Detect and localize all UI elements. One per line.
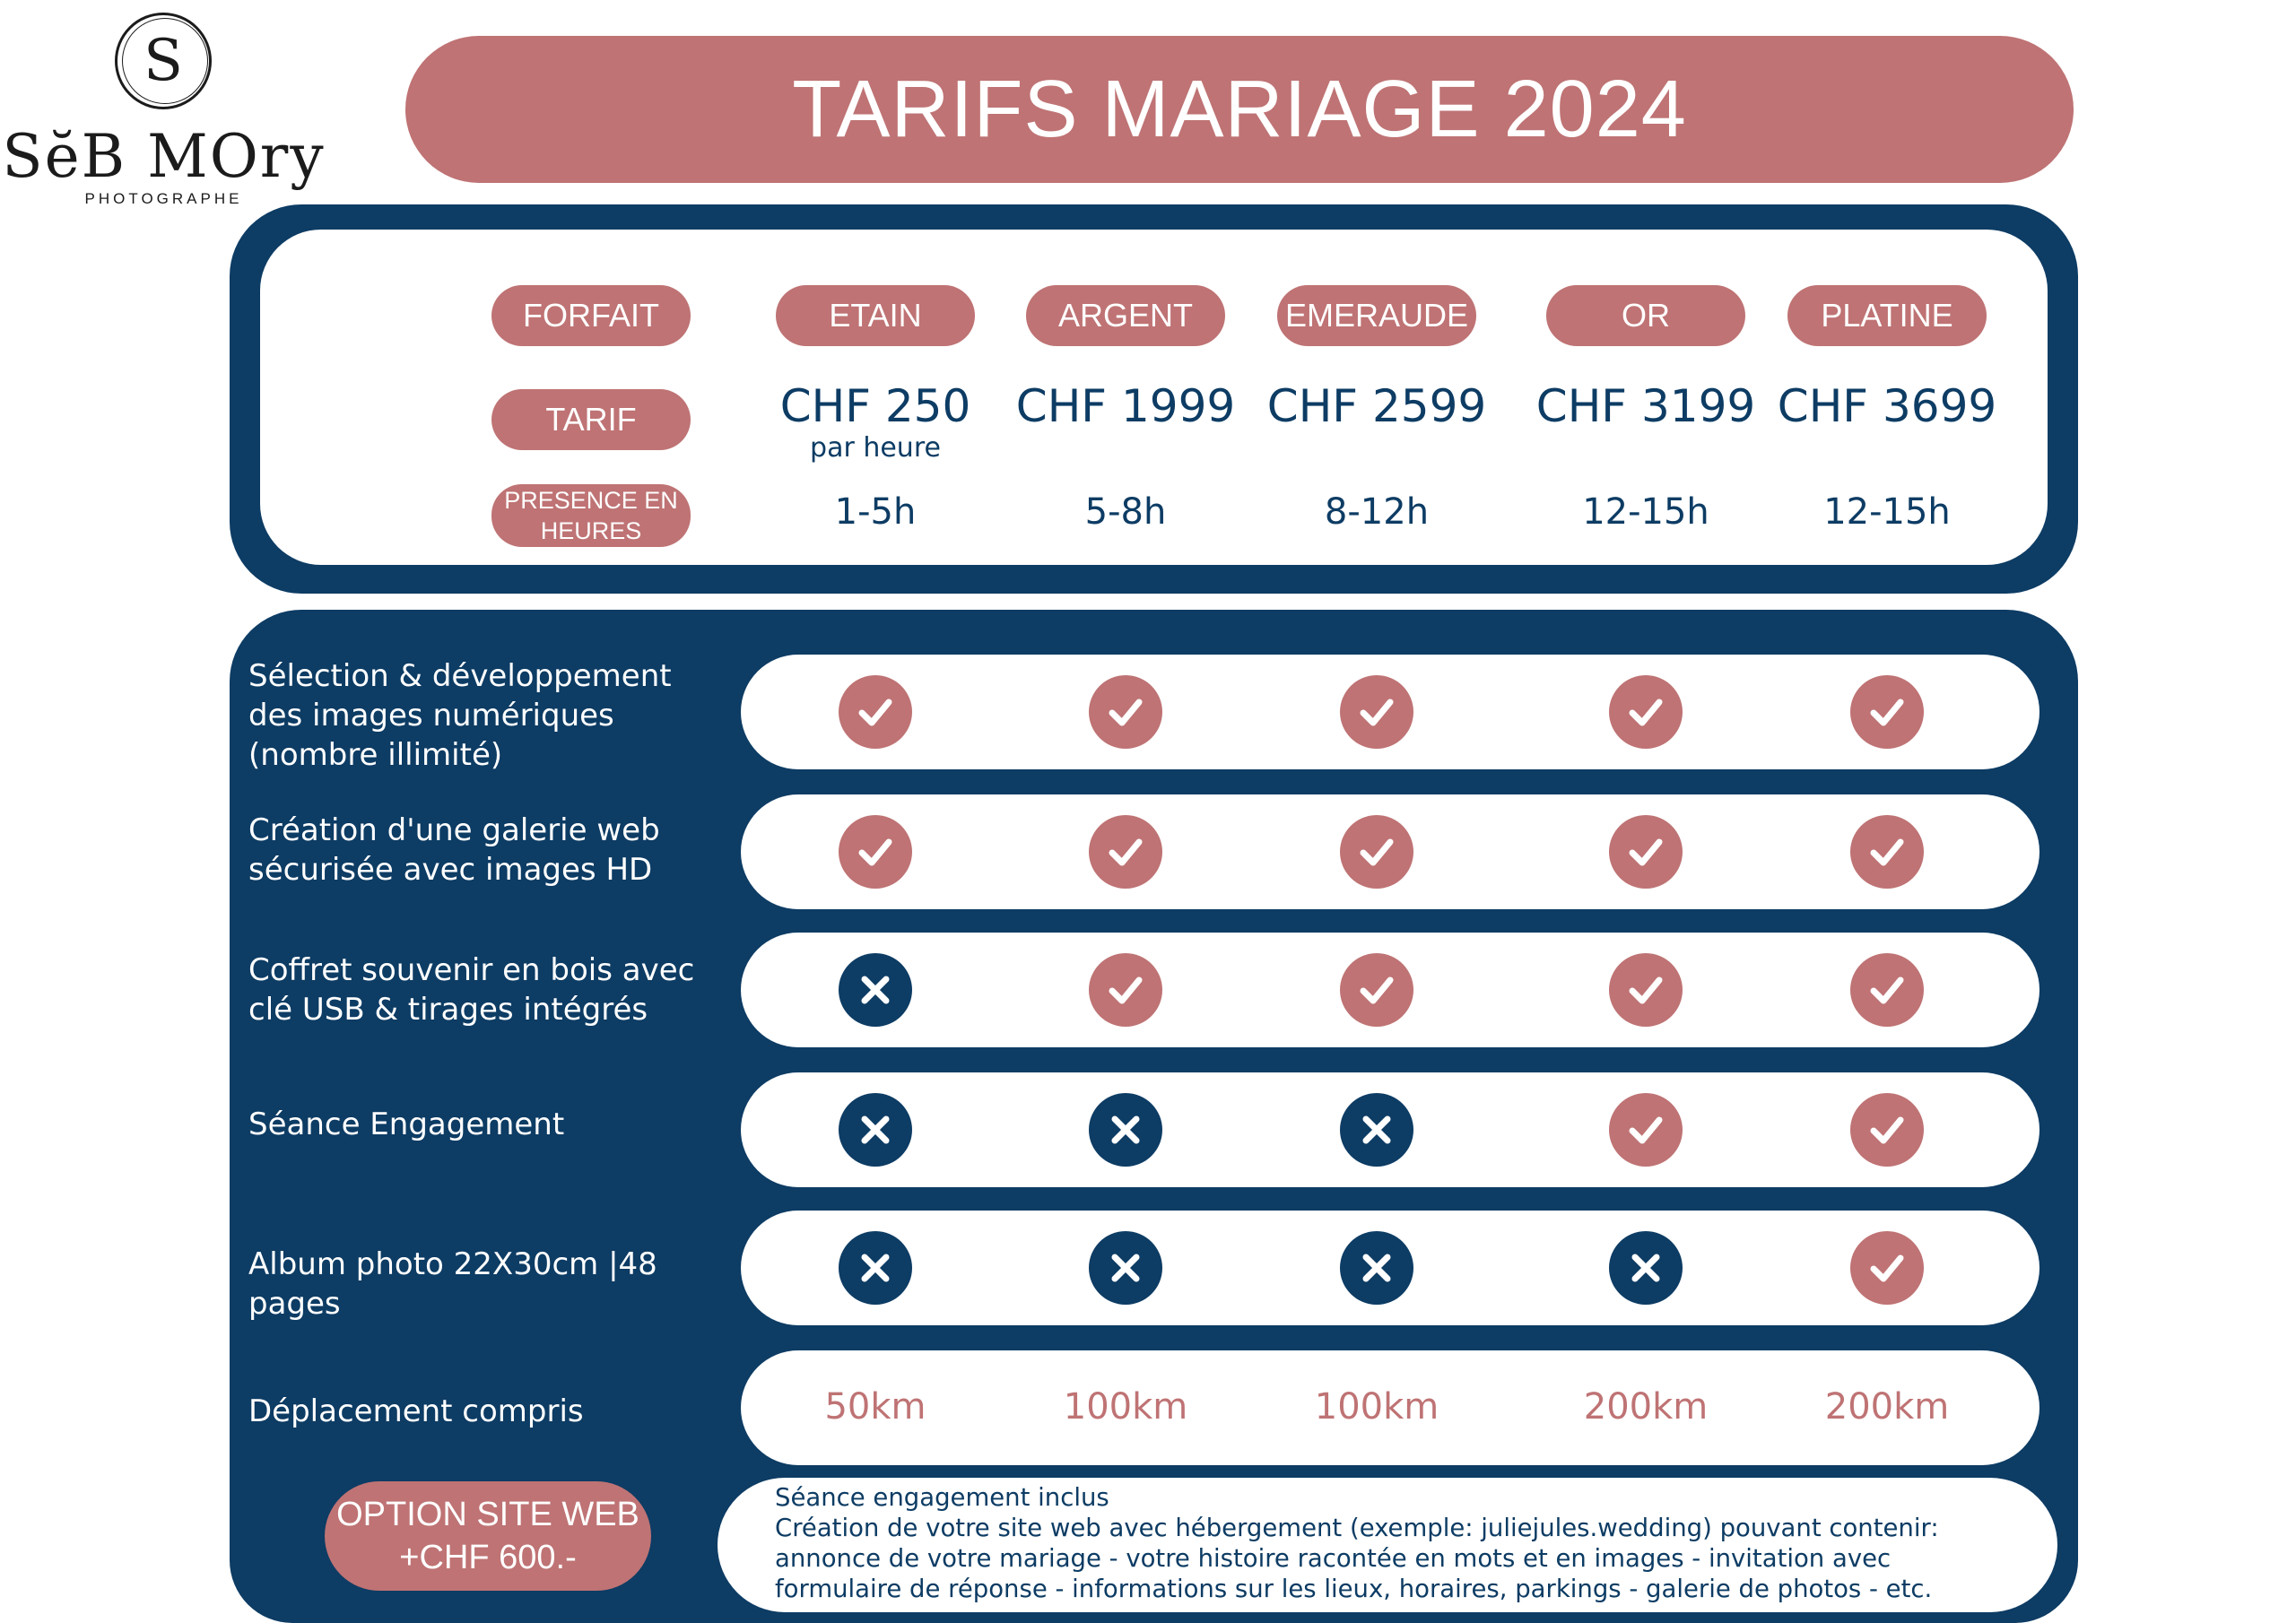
cross-icon: [1089, 1093, 1162, 1167]
check-icon: [839, 815, 912, 889]
check-icon: [1850, 675, 1924, 749]
check-icon: [1609, 953, 1683, 1027]
cross-icon: [1340, 1231, 1413, 1305]
feature-label: Album photo 22X30cm |48 pages: [248, 1246, 657, 1322]
travel-distance: 200km: [1824, 1386, 1950, 1428]
check-icon: [1850, 815, 1924, 889]
cross-icon: [839, 1093, 912, 1167]
check-icon: [1340, 953, 1413, 1027]
check-icon: [1850, 1231, 1924, 1305]
package-hours: 12-15h: [1582, 491, 1709, 533]
option-description-body: Création de votre site web avec hébergem…: [775, 1514, 1939, 1603]
logo-ring-icon: [115, 13, 212, 109]
package-price: CHF 3699: [1777, 380, 1997, 432]
option-site-web-badge: OPTION SITE WEB +CHF 600.-: [325, 1481, 651, 1591]
check-icon: [1609, 1093, 1683, 1167]
travel-distance: 100km: [1314, 1386, 1439, 1428]
package-hours: 1-5h: [834, 491, 917, 533]
cross-icon: [1609, 1231, 1683, 1305]
check-icon: [1609, 815, 1683, 889]
travel-row: [741, 1350, 2039, 1465]
cross-icon: [1089, 1231, 1162, 1305]
option-description-heading: Séance engagement inclus: [775, 1483, 1109, 1512]
feature-label: Coffret souvenir en bois avec clé USB & …: [248, 952, 695, 1028]
page-title: TARIFS MARIAGE 2024: [792, 64, 1687, 154]
cross-icon: [1340, 1093, 1413, 1167]
check-icon: [1089, 953, 1162, 1027]
check-icon: [839, 675, 912, 749]
check-icon: [1340, 675, 1413, 749]
title-banner: TARIFS MARIAGE 2024: [405, 36, 2074, 183]
package-hours: 12-15h: [1823, 491, 1951, 533]
check-icon: [1850, 1093, 1924, 1167]
package-hours: 8-12h: [1324, 491, 1430, 533]
package-price: CHF 1999: [1015, 380, 1236, 432]
package-hours: 5-8h: [1084, 491, 1167, 533]
package-price: CHF 3199: [1535, 380, 1756, 432]
logo-subtitle: PHOTOGRAPHE: [84, 190, 243, 207]
package-emeraude-pill: EMERAUDE: [1277, 285, 1476, 346]
logo-name: SĕB MOry: [2, 122, 326, 191]
package-platine-pill: PLATINE: [1787, 285, 1987, 346]
check-icon: [1089, 675, 1162, 749]
option-title: OPTION SITE WEB: [336, 1496, 639, 1533]
option-description-box: [718, 1478, 2057, 1612]
package-or-pill: OR: [1546, 285, 1745, 346]
feature-label: Sélection & développement des images num…: [248, 658, 672, 773]
travel-distance: 200km: [1583, 1386, 1709, 1428]
cross-icon: [839, 953, 912, 1027]
check-icon: [1850, 953, 1924, 1027]
option-description: Séance engagement inclus Création de votr…: [775, 1482, 2013, 1604]
cross-icon: [839, 1231, 912, 1305]
travel-distance: 100km: [1063, 1386, 1188, 1428]
presence-label: PRESENCE EN HEURES: [491, 484, 691, 547]
check-icon: [1089, 815, 1162, 889]
package-etain-pill: ETAIN: [776, 285, 975, 346]
check-icon: [1609, 675, 1683, 749]
package-argent-pill: ARGENT: [1026, 285, 1225, 346]
logo-inner-ring-icon: [122, 18, 208, 104]
package-price: CHF 2599: [1266, 380, 1487, 432]
forfait-label: FORFAIT: [491, 285, 691, 346]
package-price-note: par heure: [810, 432, 941, 464]
travel-distance: 50km: [824, 1386, 926, 1428]
option-price: +CHF 600.-: [399, 1539, 577, 1576]
feature-label: Création d'une galerie web sécurisée ave…: [248, 812, 660, 888]
check-icon: [1340, 815, 1413, 889]
package-price: CHF 250: [779, 380, 971, 432]
logo-initial: S: [144, 28, 183, 94]
feature-label: Séance Engagement: [248, 1107, 565, 1142]
tarif-label: TARIF: [491, 389, 691, 450]
travel-label: Déplacement compris: [248, 1393, 584, 1429]
